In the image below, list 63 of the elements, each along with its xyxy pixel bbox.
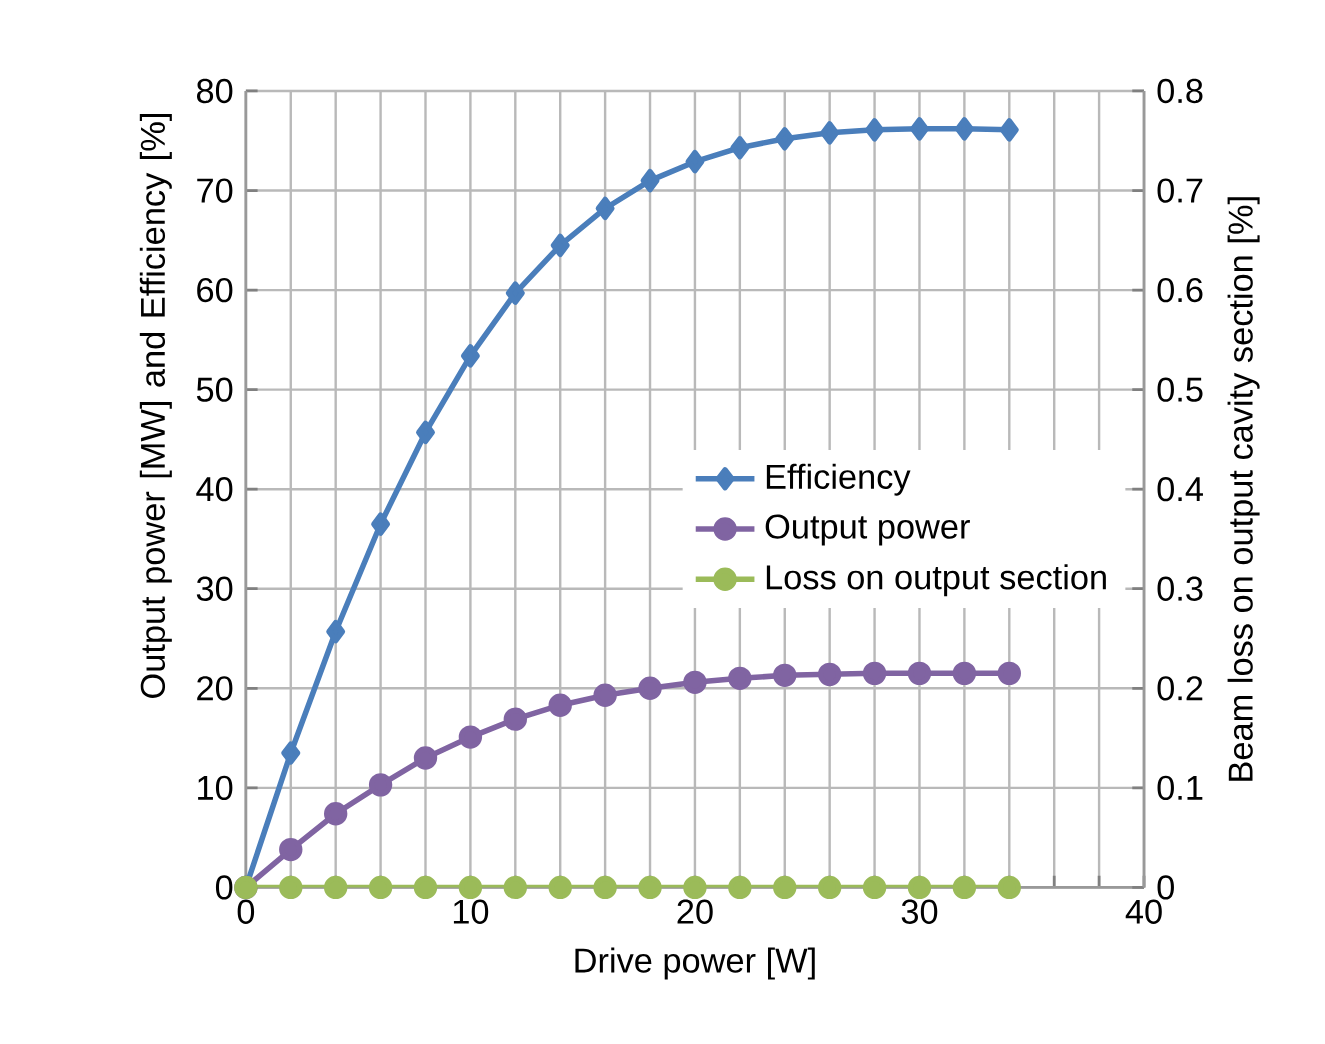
point — [326, 619, 346, 644]
legend-label: Efficiency — [766, 463, 911, 496]
y-tick-label: 80 — [196, 78, 233, 104]
y-tick-label: 70 — [197, 178, 233, 203]
y2-tick-label: 0.5 — [1157, 377, 1203, 402]
point — [638, 676, 662, 701]
point — [997, 661, 1021, 686]
y-tick-label: 30 — [196, 576, 233, 601]
y-tick-label: 0 — [215, 875, 233, 900]
point — [775, 127, 795, 151]
point — [503, 707, 527, 731]
y2-tick-label: 0.7 — [1157, 178, 1203, 203]
point — [773, 663, 797, 688]
point — [999, 118, 1019, 142]
y2-axis-title: Beam loss on output cavity section [%] — [1227, 197, 1260, 781]
point — [820, 121, 840, 145]
point — [505, 281, 525, 305]
legend-label: Loss on output section — [766, 564, 1106, 597]
x-axis-title: Drive power [W] — [575, 947, 815, 980]
y-tick-label: 20 — [197, 676, 233, 701]
point — [413, 746, 438, 770]
point — [817, 662, 842, 687]
point — [862, 661, 887, 686]
y2-tick-label: 0.6 — [1157, 277, 1203, 303]
x-tick-label: 30 — [901, 899, 938, 924]
point — [458, 725, 483, 749]
point — [323, 802, 348, 826]
point — [865, 118, 885, 142]
legend-label: Output power — [765, 514, 970, 546]
y2-tick-label: 0 — [1157, 875, 1174, 900]
point — [548, 693, 572, 717]
point — [281, 741, 301, 765]
point — [728, 666, 752, 691]
x-tick-label: 10 — [453, 899, 489, 924]
y2-tick-label: 0.3 — [1157, 576, 1203, 601]
y-tick-label: 50 — [196, 377, 233, 402]
y2-tick-label: 0.2 — [1157, 676, 1203, 701]
point — [595, 196, 615, 221]
x-tick-label: 40 — [1125, 899, 1162, 924]
point — [416, 420, 435, 445]
point — [368, 773, 393, 797]
point — [460, 344, 480, 368]
y-tick-label: 40 — [196, 477, 233, 502]
y-tick-label: 10 — [198, 775, 233, 801]
point — [371, 512, 391, 536]
point — [593, 683, 617, 707]
point — [730, 136, 750, 160]
point — [954, 117, 974, 141]
y-axis-title: Output power [MW] and Efficiency [%] — [139, 114, 172, 698]
point — [279, 837, 303, 862]
point — [683, 670, 707, 695]
x-tick-label: 20 — [677, 899, 713, 924]
y-tick-label: 60 — [197, 277, 233, 303]
point — [907, 661, 932, 686]
point — [640, 168, 660, 193]
point — [952, 661, 977, 686]
point — [550, 233, 570, 258]
y2-tick-label: 0.8 — [1157, 78, 1203, 104]
point — [910, 117, 929, 141]
point — [685, 150, 705, 174]
x-tick-label: 0 — [237, 899, 255, 924]
y2-tick-label: 0.4 — [1157, 477, 1203, 502]
y2-tick-label: 0.1 — [1157, 775, 1203, 801]
